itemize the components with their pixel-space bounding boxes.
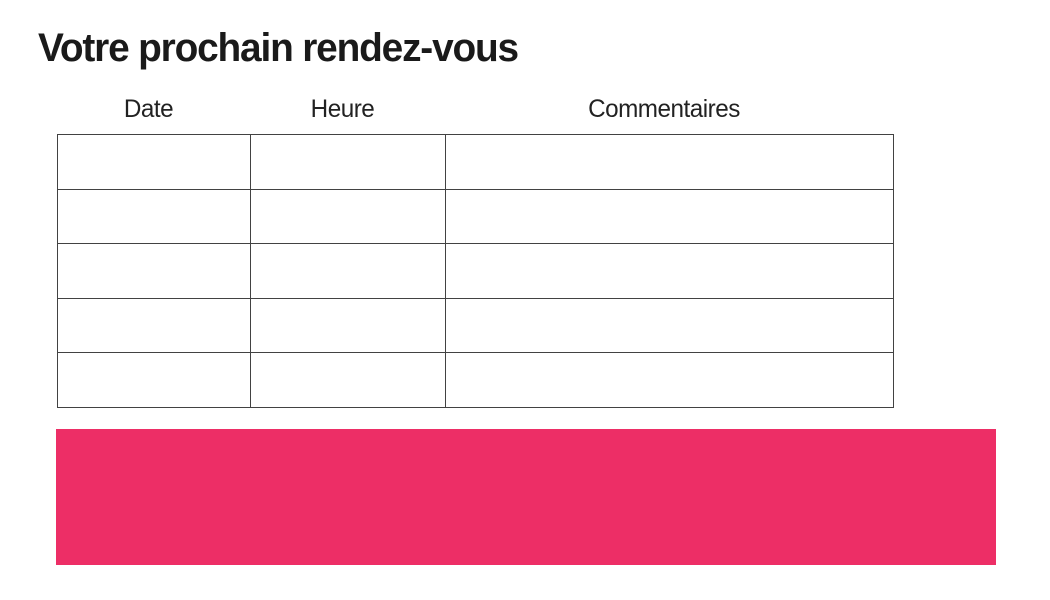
table-row — [57, 243, 894, 299]
column-header-date: Date — [123, 95, 174, 123]
table-cell-commentaires — [445, 243, 894, 299]
table-cell-heure — [250, 352, 446, 408]
table-row — [57, 352, 894, 408]
pink-banner — [56, 429, 996, 565]
table-row — [57, 134, 894, 190]
table-cell-date — [57, 134, 251, 190]
column-header-heure: Heure — [310, 95, 375, 123]
table-row — [57, 297, 894, 354]
table-cell-heure — [250, 134, 446, 190]
table-cell-date — [57, 297, 251, 354]
table-cell-commentaires — [445, 352, 894, 408]
column-header-commentaires: Commentaires — [588, 95, 740, 123]
table-row — [57, 188, 894, 245]
appointments-table-body — [57, 134, 894, 408]
table-cell-heure — [250, 243, 446, 299]
table-cell-date — [57, 188, 251, 245]
appointments-table — [57, 134, 894, 408]
table-cell-heure — [250, 297, 446, 354]
table-cell-commentaires — [445, 134, 894, 190]
page-title: Votre prochain rendez-vous — [38, 26, 519, 70]
table-cell-commentaires — [445, 188, 894, 245]
table-cell-date — [57, 352, 251, 408]
table-cell-heure — [250, 188, 446, 245]
table-cell-date — [57, 243, 251, 299]
table-cell-commentaires — [445, 297, 894, 354]
